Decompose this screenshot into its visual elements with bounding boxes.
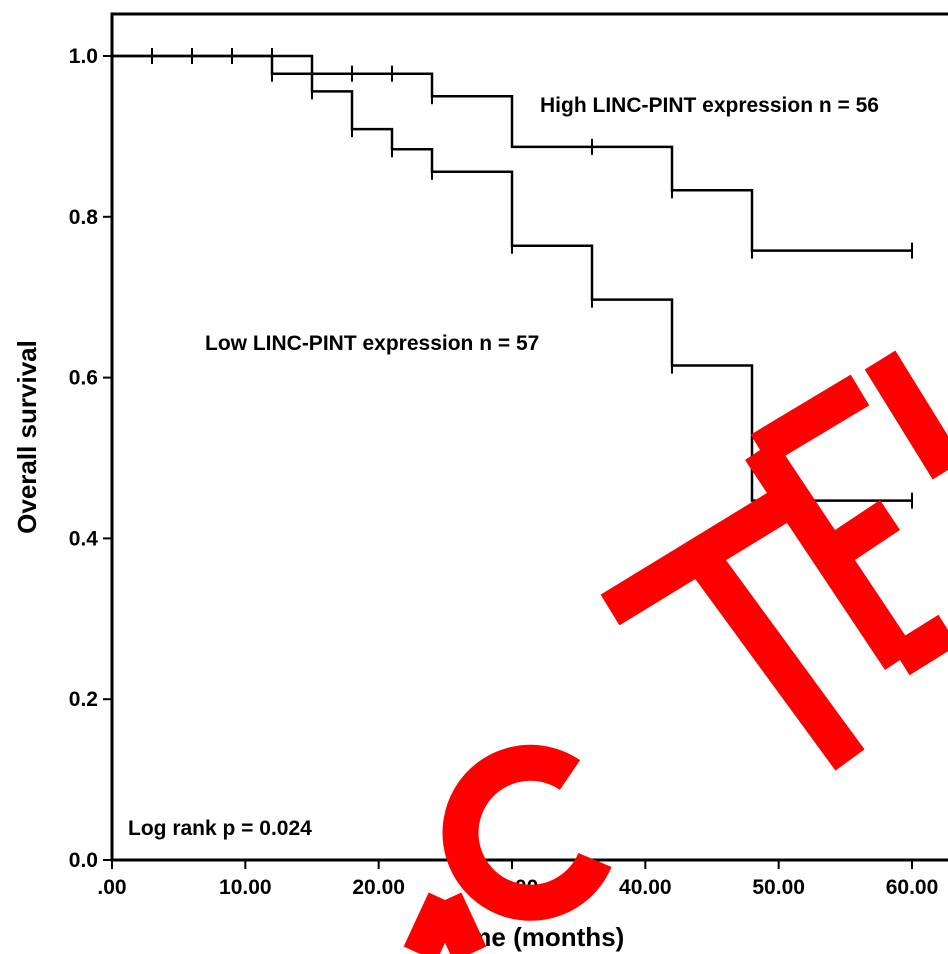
survival-curves xyxy=(112,54,912,502)
survival-curve-high xyxy=(112,54,912,252)
y-tick-label: 0.0 xyxy=(69,849,98,872)
x-tick-label: .00 xyxy=(97,876,126,899)
y-tick-label: 0.8 xyxy=(69,206,99,229)
x-tick-label: 40.00 xyxy=(619,876,672,899)
plot-frame xyxy=(110,12,948,862)
y-axis: 0.0 0.2 0.4 0.6 0.8 1.0 xyxy=(69,45,112,872)
pvalue-label: Log rank p = 0.024 xyxy=(128,817,312,840)
x-tick-label: 60.00 xyxy=(886,876,939,899)
high-expression-label: High LINC-PINT expression n = 56 xyxy=(540,94,879,117)
low-expression-label: Low LINC-PINT expression n = 57 xyxy=(205,332,539,355)
y-axis-title: Overall survival xyxy=(12,340,42,534)
x-tick-label: 50.00 xyxy=(752,876,805,899)
y-tick-label: 0.4 xyxy=(69,527,99,550)
y-tick-label: 0.2 xyxy=(69,688,98,711)
survival-curve-low xyxy=(112,54,912,502)
censor-marks xyxy=(151,48,913,509)
x-tick-label: 10.00 xyxy=(219,876,272,899)
y-tick-label: 1.0 xyxy=(69,45,98,68)
x-tick-label: 20.00 xyxy=(352,876,405,899)
y-tick-label: 0.6 xyxy=(69,367,98,390)
redacted-watermark xyxy=(403,350,948,954)
